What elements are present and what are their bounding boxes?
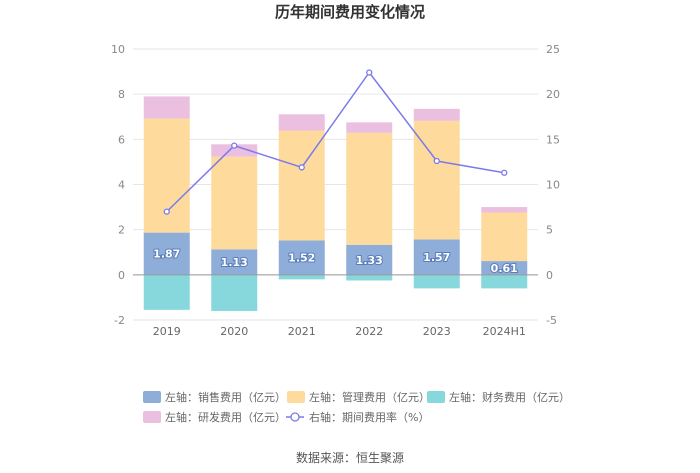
rate-point	[231, 142, 238, 149]
sales-expense-bar	[413, 239, 460, 275]
sales-data-label: 1.13	[221, 256, 248, 269]
rnd-expense-bar	[211, 144, 258, 157]
finance-expense-bar	[143, 274, 190, 310]
finance-expense-bar	[346, 274, 393, 281]
x-axis: 2019 2020 2021 2022 2023 2024H1	[153, 325, 526, 338]
right-tick-label: 20	[546, 88, 560, 101]
admin-expense-bar	[481, 212, 528, 262]
left-tick-label: 0	[118, 269, 125, 282]
rate-point	[366, 69, 373, 76]
legend-swatch	[143, 411, 161, 423]
rate-line-path	[166, 71, 505, 213]
sales-data-label: 1.52	[288, 252, 315, 265]
sales-expense-bar	[481, 261, 528, 275]
x-tick-label: 2019	[153, 325, 181, 338]
sales-data-label: 1.87	[153, 248, 180, 261]
x-tick-label: 2022	[355, 325, 383, 338]
legend-swatch-marker	[290, 412, 300, 422]
legend-label: 左轴：管理费用（亿元）	[309, 390, 430, 404]
sales-data-label: 0.61	[491, 262, 518, 275]
x-tick-label: 2021	[288, 325, 316, 338]
rate-point	[298, 164, 305, 171]
chart-title: 历年期间费用变化情况	[275, 3, 425, 21]
right-tick-label: -5	[546, 314, 557, 327]
admin-expense-bar	[413, 120, 460, 240]
left-axis: -2 0 2 4 6 8 10	[111, 43, 125, 327]
admin-expense-bar	[278, 130, 325, 241]
legend-label: 左轴：研发费用（亿元）	[165, 410, 286, 424]
x-tick-label: 2020	[220, 325, 248, 338]
right-tick-label: 10	[546, 179, 560, 192]
legend-swatch	[287, 391, 305, 403]
left-tick-label: 10	[111, 43, 125, 56]
right-axis: -5 0 5 10 15 20 25	[546, 43, 560, 327]
left-tick-label: 2	[118, 224, 125, 237]
left-tick-label: -2	[114, 314, 125, 327]
rate-line	[163, 69, 508, 215]
x-tick-label: 2023	[423, 325, 451, 338]
left-tick-label: 8	[118, 88, 125, 101]
right-tick-label: 5	[546, 224, 553, 237]
finance-expense-bar	[413, 274, 460, 289]
legend-label: 左轴：财务费用（亿元）	[449, 390, 570, 404]
rnd-expense-bar	[481, 207, 528, 213]
sales-expense-bar	[211, 249, 258, 275]
rnd-expense-bar	[346, 122, 393, 133]
x-tick-label: 2024H1	[483, 325, 526, 338]
rnd-expense-bar	[278, 114, 325, 131]
legend-label: 左轴：销售费用（亿元）	[165, 390, 286, 404]
finance-expense-bar	[278, 274, 325, 280]
rate-point	[163, 208, 170, 215]
sales-data-label: 1.57	[423, 251, 450, 264]
right-tick-label: 25	[546, 43, 560, 56]
legend-label: 右轴：期间费用率（%）	[309, 410, 429, 424]
sales-expense-bar	[346, 244, 393, 275]
sales-data-label: 1.33	[356, 254, 383, 267]
data-labels: 1.87 1.13 1.52 1.33 1.57 0.61	[152, 247, 519, 276]
rate-point	[501, 169, 508, 176]
sales-expense-bar	[143, 232, 190, 275]
left-tick-label: 4	[118, 179, 125, 192]
sales-expense-bar	[278, 240, 325, 275]
rate-point	[433, 157, 440, 165]
rnd-expense-bar	[413, 108, 460, 121]
admin-expense-bar	[211, 156, 258, 250]
legend-swatch	[427, 391, 445, 403]
finance-expense-bar	[481, 274, 528, 289]
legend-swatch	[143, 391, 161, 403]
bars	[143, 96, 528, 311]
left-tick-label: 6	[118, 133, 125, 146]
admin-expense-bar	[346, 132, 393, 245]
finance-expense-bar	[211, 274, 258, 311]
rnd-expense-bar	[143, 96, 190, 119]
source-note: 数据来源：恒生聚源	[296, 450, 404, 465]
legend: 左轴：销售费用（亿元） 左轴：管理费用（亿元） 左轴：财务费用（亿元） 左轴：研发费用…	[143, 390, 570, 424]
admin-expense-bar	[143, 118, 190, 233]
right-tick-label: 15	[546, 133, 560, 146]
right-tick-label: 0	[546, 269, 553, 282]
